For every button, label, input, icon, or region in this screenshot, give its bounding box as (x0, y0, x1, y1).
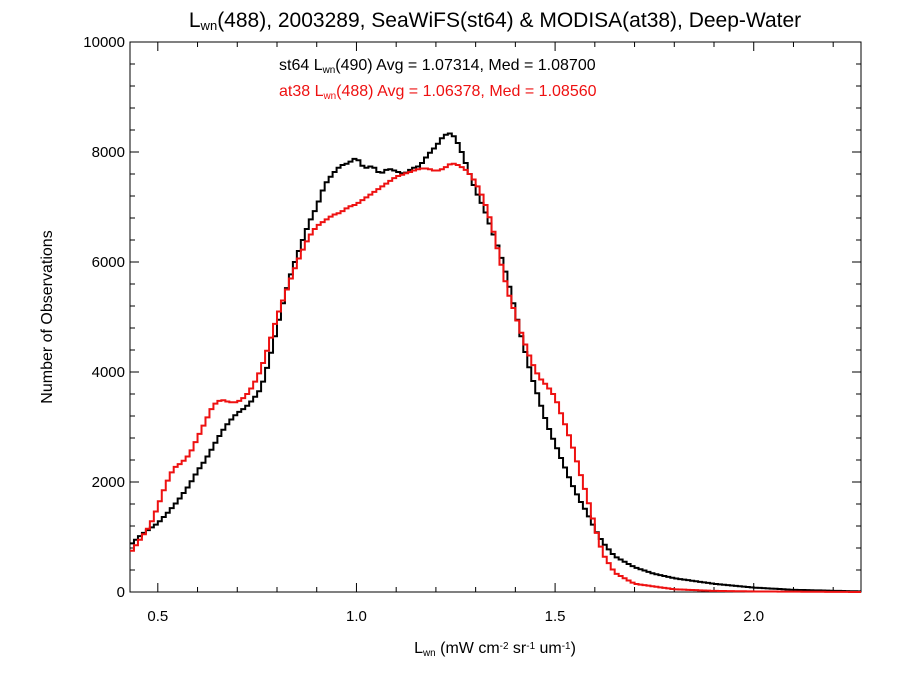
text-part: at38 L (279, 83, 324, 100)
y-tick-label: 0 (117, 584, 125, 601)
text-part: -1 (526, 641, 535, 652)
text-part: st64 L (279, 57, 323, 74)
x-tick-label: 0.5 (147, 608, 168, 625)
y-tick-label: 4000 (92, 364, 125, 381)
y-tick-label: 10000 (83, 34, 125, 51)
legend-entry-1: at38 Lwn(488) Avg = 1.06378, Med = 1.085… (279, 83, 597, 102)
legend: st64 Lwn(490) Avg = 1.07314, Med = 1.087… (279, 57, 597, 102)
text-part: L (189, 9, 201, 32)
y-tick-label: 6000 (92, 254, 125, 271)
x-tick-label: 1.0 (346, 608, 367, 625)
series-layer (130, 132, 861, 593)
text-part: (490) Avg = 1.07314, Med = 1.08700 (335, 57, 595, 74)
y-axis-label: Number of Observations (39, 230, 56, 403)
text-part: -2 (500, 641, 509, 652)
text-part: wn (322, 65, 336, 76)
x-axis-label: Lwn (mW cm-2 sr-1 um-1) (414, 640, 576, 659)
text-part: um (535, 640, 562, 657)
chart-title: Lwn(488), 2003289, SeaWiFS(st64) & MODIS… (189, 9, 801, 33)
text-part: (488), 2003289, SeaWiFS(st64) & MODISA(a… (217, 9, 801, 32)
axis-ticks: 0.5 1.0 1.5 2.0 0 2000 4000 6000 8000 10000 (83, 34, 861, 625)
text-part: wn (322, 91, 336, 102)
x-tick-label: 1.5 (545, 608, 566, 625)
series-line-1 (130, 162, 861, 593)
text-part: sr (508, 640, 526, 657)
text-part: ) (571, 640, 576, 657)
plot-frame (129, 41, 862, 593)
text-part: (488) Avg = 1.06378, Med = 1.08560 (336, 83, 596, 100)
legend-entry-0: st64 Lwn(490) Avg = 1.07314, Med = 1.087… (279, 57, 596, 76)
text-part: wn (200, 18, 218, 33)
text-part: (mW cm (436, 640, 500, 657)
y-tick-label: 8000 (92, 144, 125, 161)
x-tick-label: 2.0 (743, 608, 764, 625)
text-part: wn (422, 648, 436, 659)
y-tick-label: 2000 (92, 474, 125, 491)
text-part: -1 (562, 641, 571, 652)
series-line-0 (130, 132, 861, 593)
text-part: L (414, 640, 423, 657)
